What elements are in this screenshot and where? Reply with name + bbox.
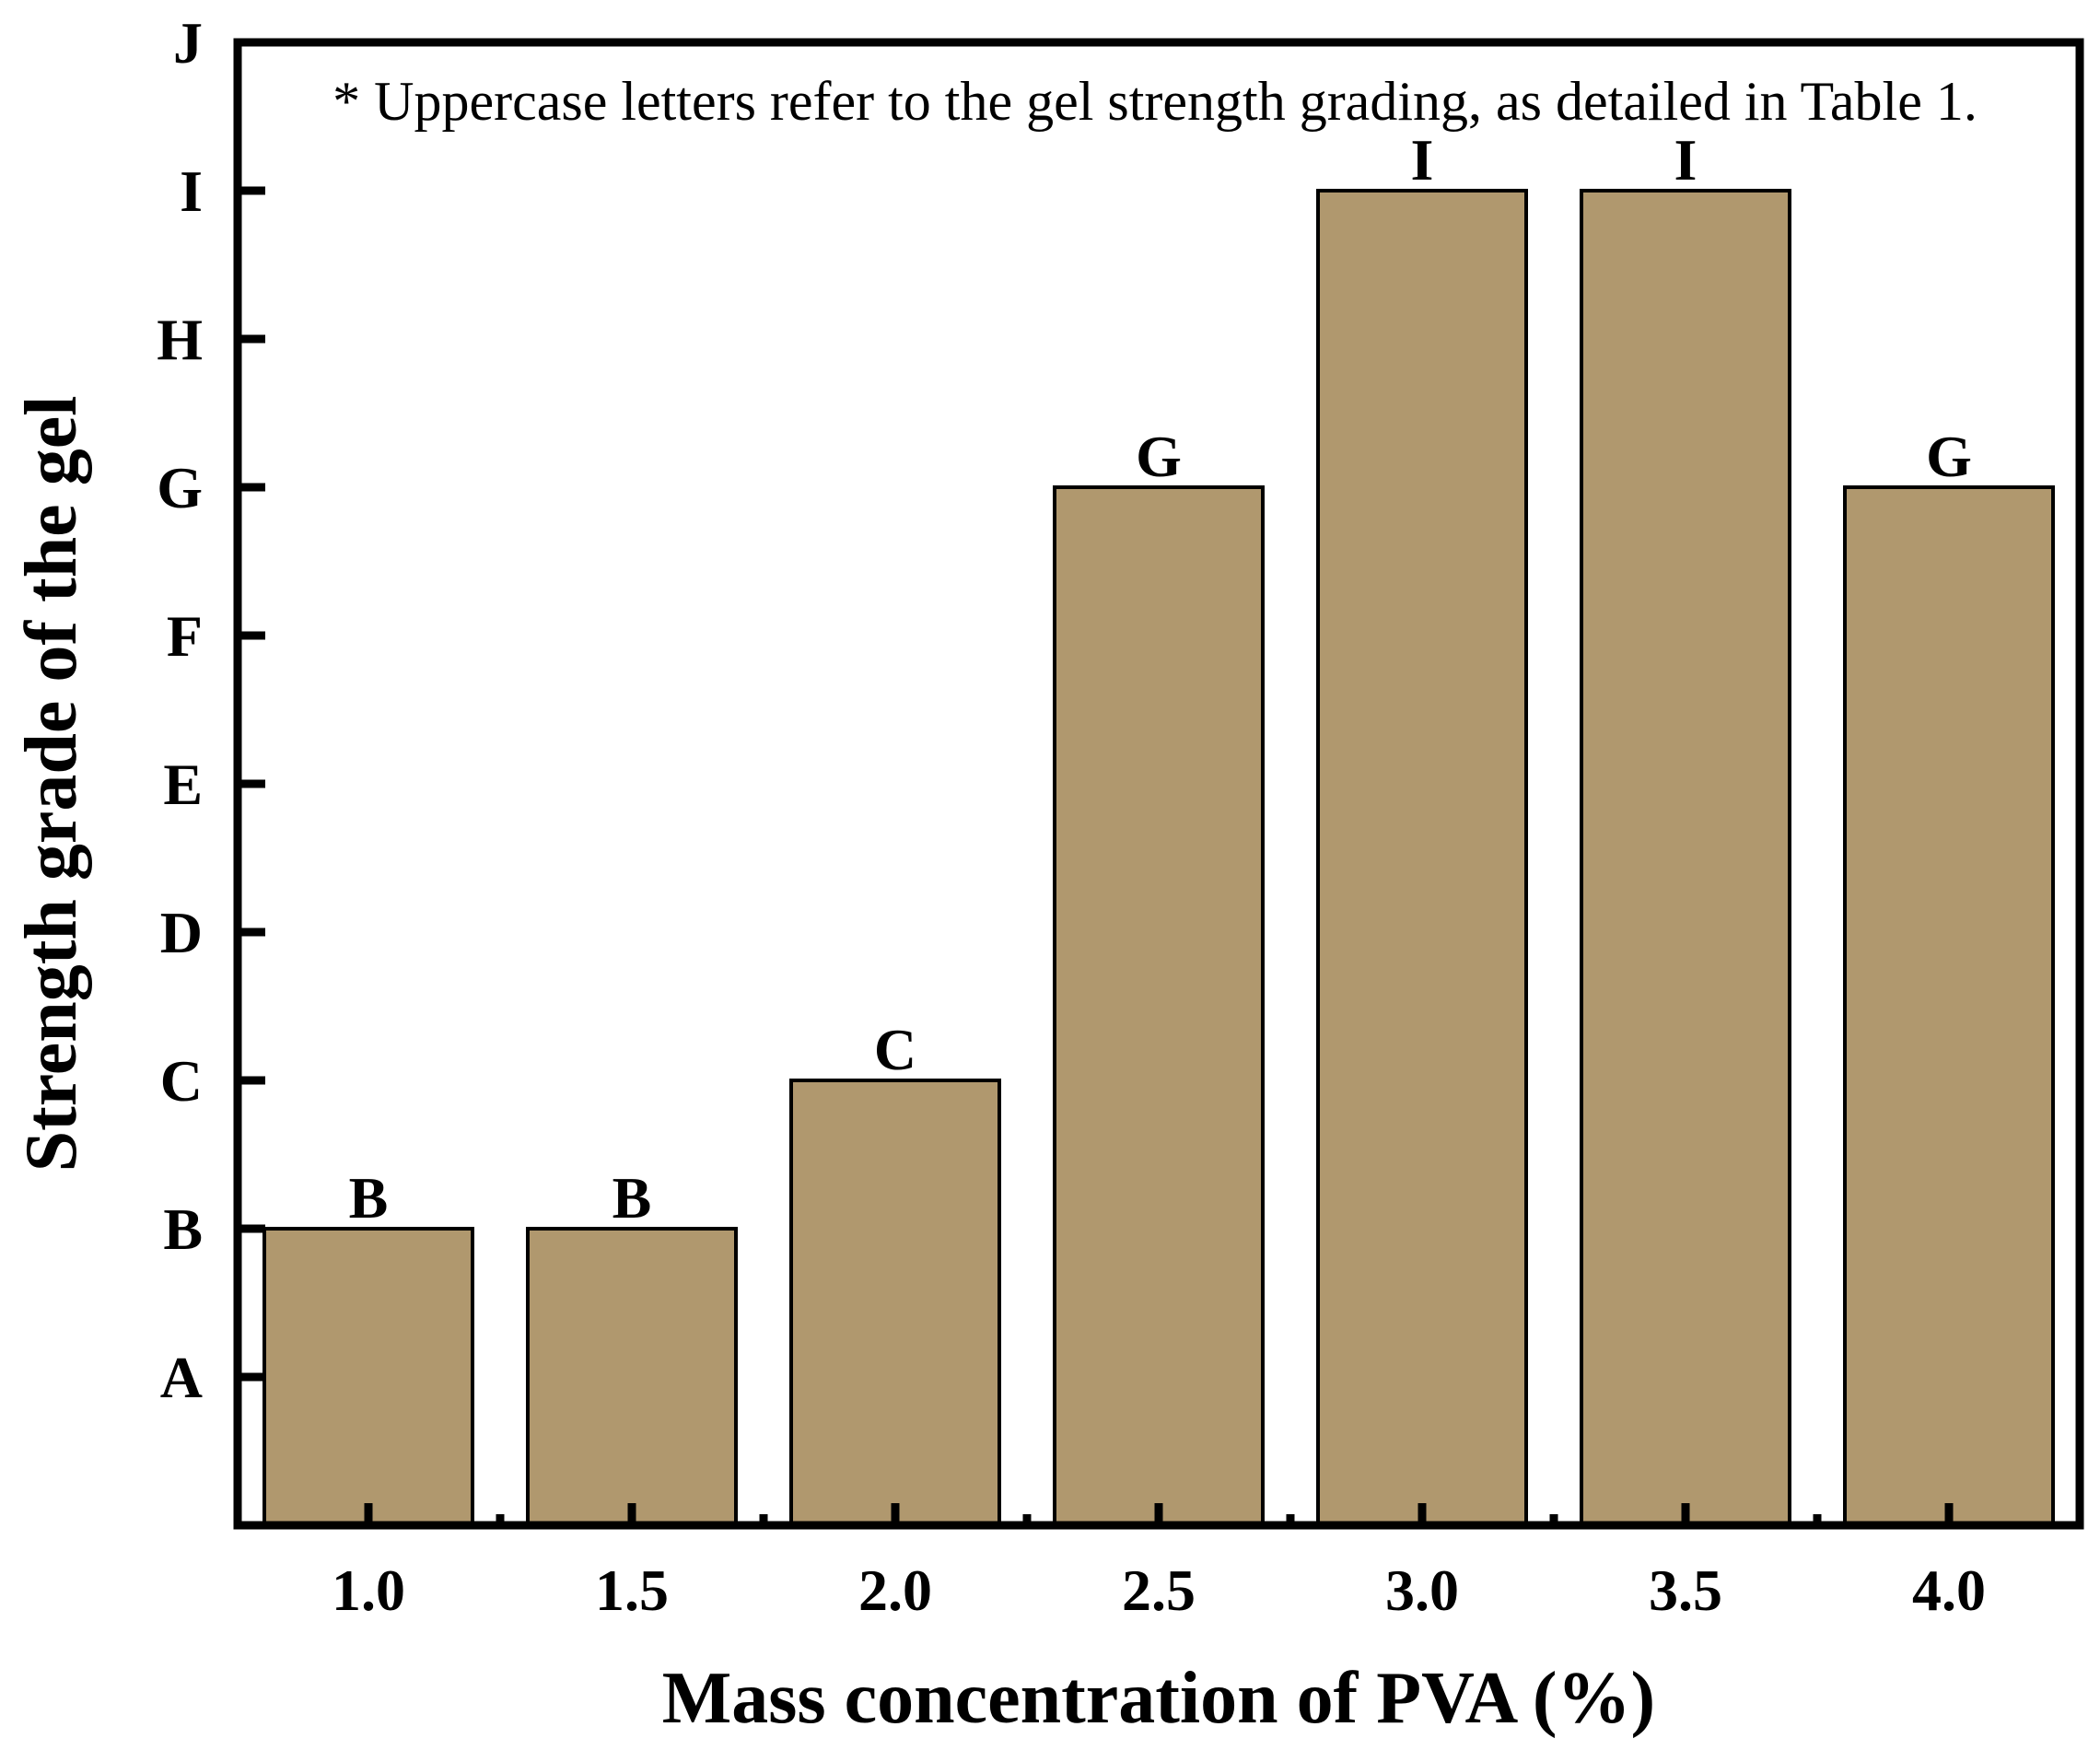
bar-3.0 <box>1316 189 1528 1527</box>
x-axis-title: Mass concentration of PVA (%) <box>662 1658 1655 1739</box>
x-tick-label: 2.5 <box>1122 1558 1196 1623</box>
x-tick-label: 1.5 <box>595 1558 669 1623</box>
bar-4.0 <box>1843 485 2055 1527</box>
y-tick-label: J <box>173 10 203 76</box>
y-tick-label: D <box>160 900 203 965</box>
bars-layer <box>262 189 2055 1527</box>
y-tick-label: H <box>157 307 203 372</box>
bar-2.5 <box>1053 485 1265 1527</box>
plot-frame <box>233 38 2084 1530</box>
bar-value-label: C <box>874 1017 916 1082</box>
x-tick-label: 1.0 <box>332 1558 405 1623</box>
y-axis-title: Strength grade of the gel <box>11 396 92 1172</box>
y-tick-label: F <box>167 603 203 669</box>
x-tick-label: 4.0 <box>1912 1558 1986 1623</box>
y-tick-label: I <box>180 158 203 224</box>
y-tick-label: G <box>157 455 203 520</box>
bar-value-label: B <box>612 1165 652 1231</box>
bar-1.5 <box>526 1227 738 1527</box>
bar-value-label: G <box>1136 424 1182 489</box>
x-tick-label: 3.0 <box>1385 1558 1459 1623</box>
bar-value-label: I <box>1411 127 1434 192</box>
bar-value-label: I <box>1674 127 1698 192</box>
labels-layer: B B C G I I G 1.0 1.5 2.0 2.5 3.0 3.5 4.0 A B C D E F G H I J <box>157 10 1986 1623</box>
y-tick-label: C <box>160 1048 203 1114</box>
bar-value-label: G <box>1926 424 1972 489</box>
x-tick-label: 3.5 <box>1649 1558 1722 1623</box>
bar-1.0 <box>262 1227 474 1527</box>
chart-note: * Uppercase letters refer to the gel str… <box>332 71 1978 132</box>
y-tick-label: A <box>160 1345 203 1410</box>
y-tick-label: B <box>163 1196 203 1262</box>
bar-2.0 <box>789 1079 1001 1527</box>
bar-value-label: B <box>349 1165 389 1231</box>
y-tick-label: E <box>163 752 203 817</box>
x-tick-label: 2.0 <box>858 1558 932 1623</box>
bar-3.5 <box>1580 189 1791 1527</box>
